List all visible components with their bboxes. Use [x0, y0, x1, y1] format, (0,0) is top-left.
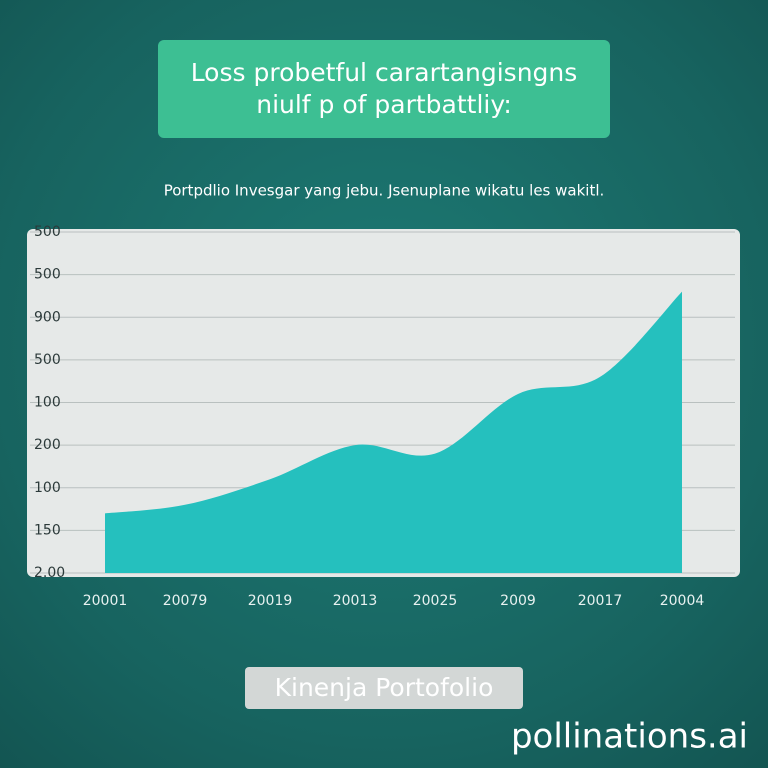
subtitle: Portpdlio Invesgar yang jebu. Jsenuplane…	[164, 182, 605, 200]
x-tick-label: 20017	[578, 593, 623, 609]
y-tick-label: 2.00	[34, 565, 65, 581]
footer-label: Kinenja Portofolio	[275, 673, 494, 702]
footer-box	[245, 667, 523, 709]
y-tick-label: 900	[34, 309, 61, 325]
watermark: pollinations.ai	[511, 717, 748, 757]
x-tick-label: 20079	[163, 593, 208, 609]
y-tick-label: 100	[34, 395, 61, 411]
title-box	[158, 40, 610, 138]
y-tick-label: 500	[34, 352, 61, 368]
x-tick-label: 2009	[500, 593, 536, 609]
chart-title: niulf p of partbattliy:	[256, 90, 512, 119]
y-tick-label: 500	[34, 224, 61, 240]
chart-title: Loss probetful carartangisngns	[191, 58, 578, 87]
y-tick-label: 200	[34, 437, 61, 453]
x-tick-label: 20001	[83, 593, 128, 609]
y-tick-label: 500	[34, 267, 61, 283]
x-tick-label: 20019	[248, 593, 293, 609]
x-tick-label: 20004	[660, 593, 705, 609]
y-tick-label: 150	[34, 522, 61, 538]
x-tick-label: 20025	[413, 593, 458, 609]
area	[105, 291, 682, 573]
y-tick-label: 100	[34, 480, 61, 496]
x-tick-label: 20013	[333, 593, 378, 609]
